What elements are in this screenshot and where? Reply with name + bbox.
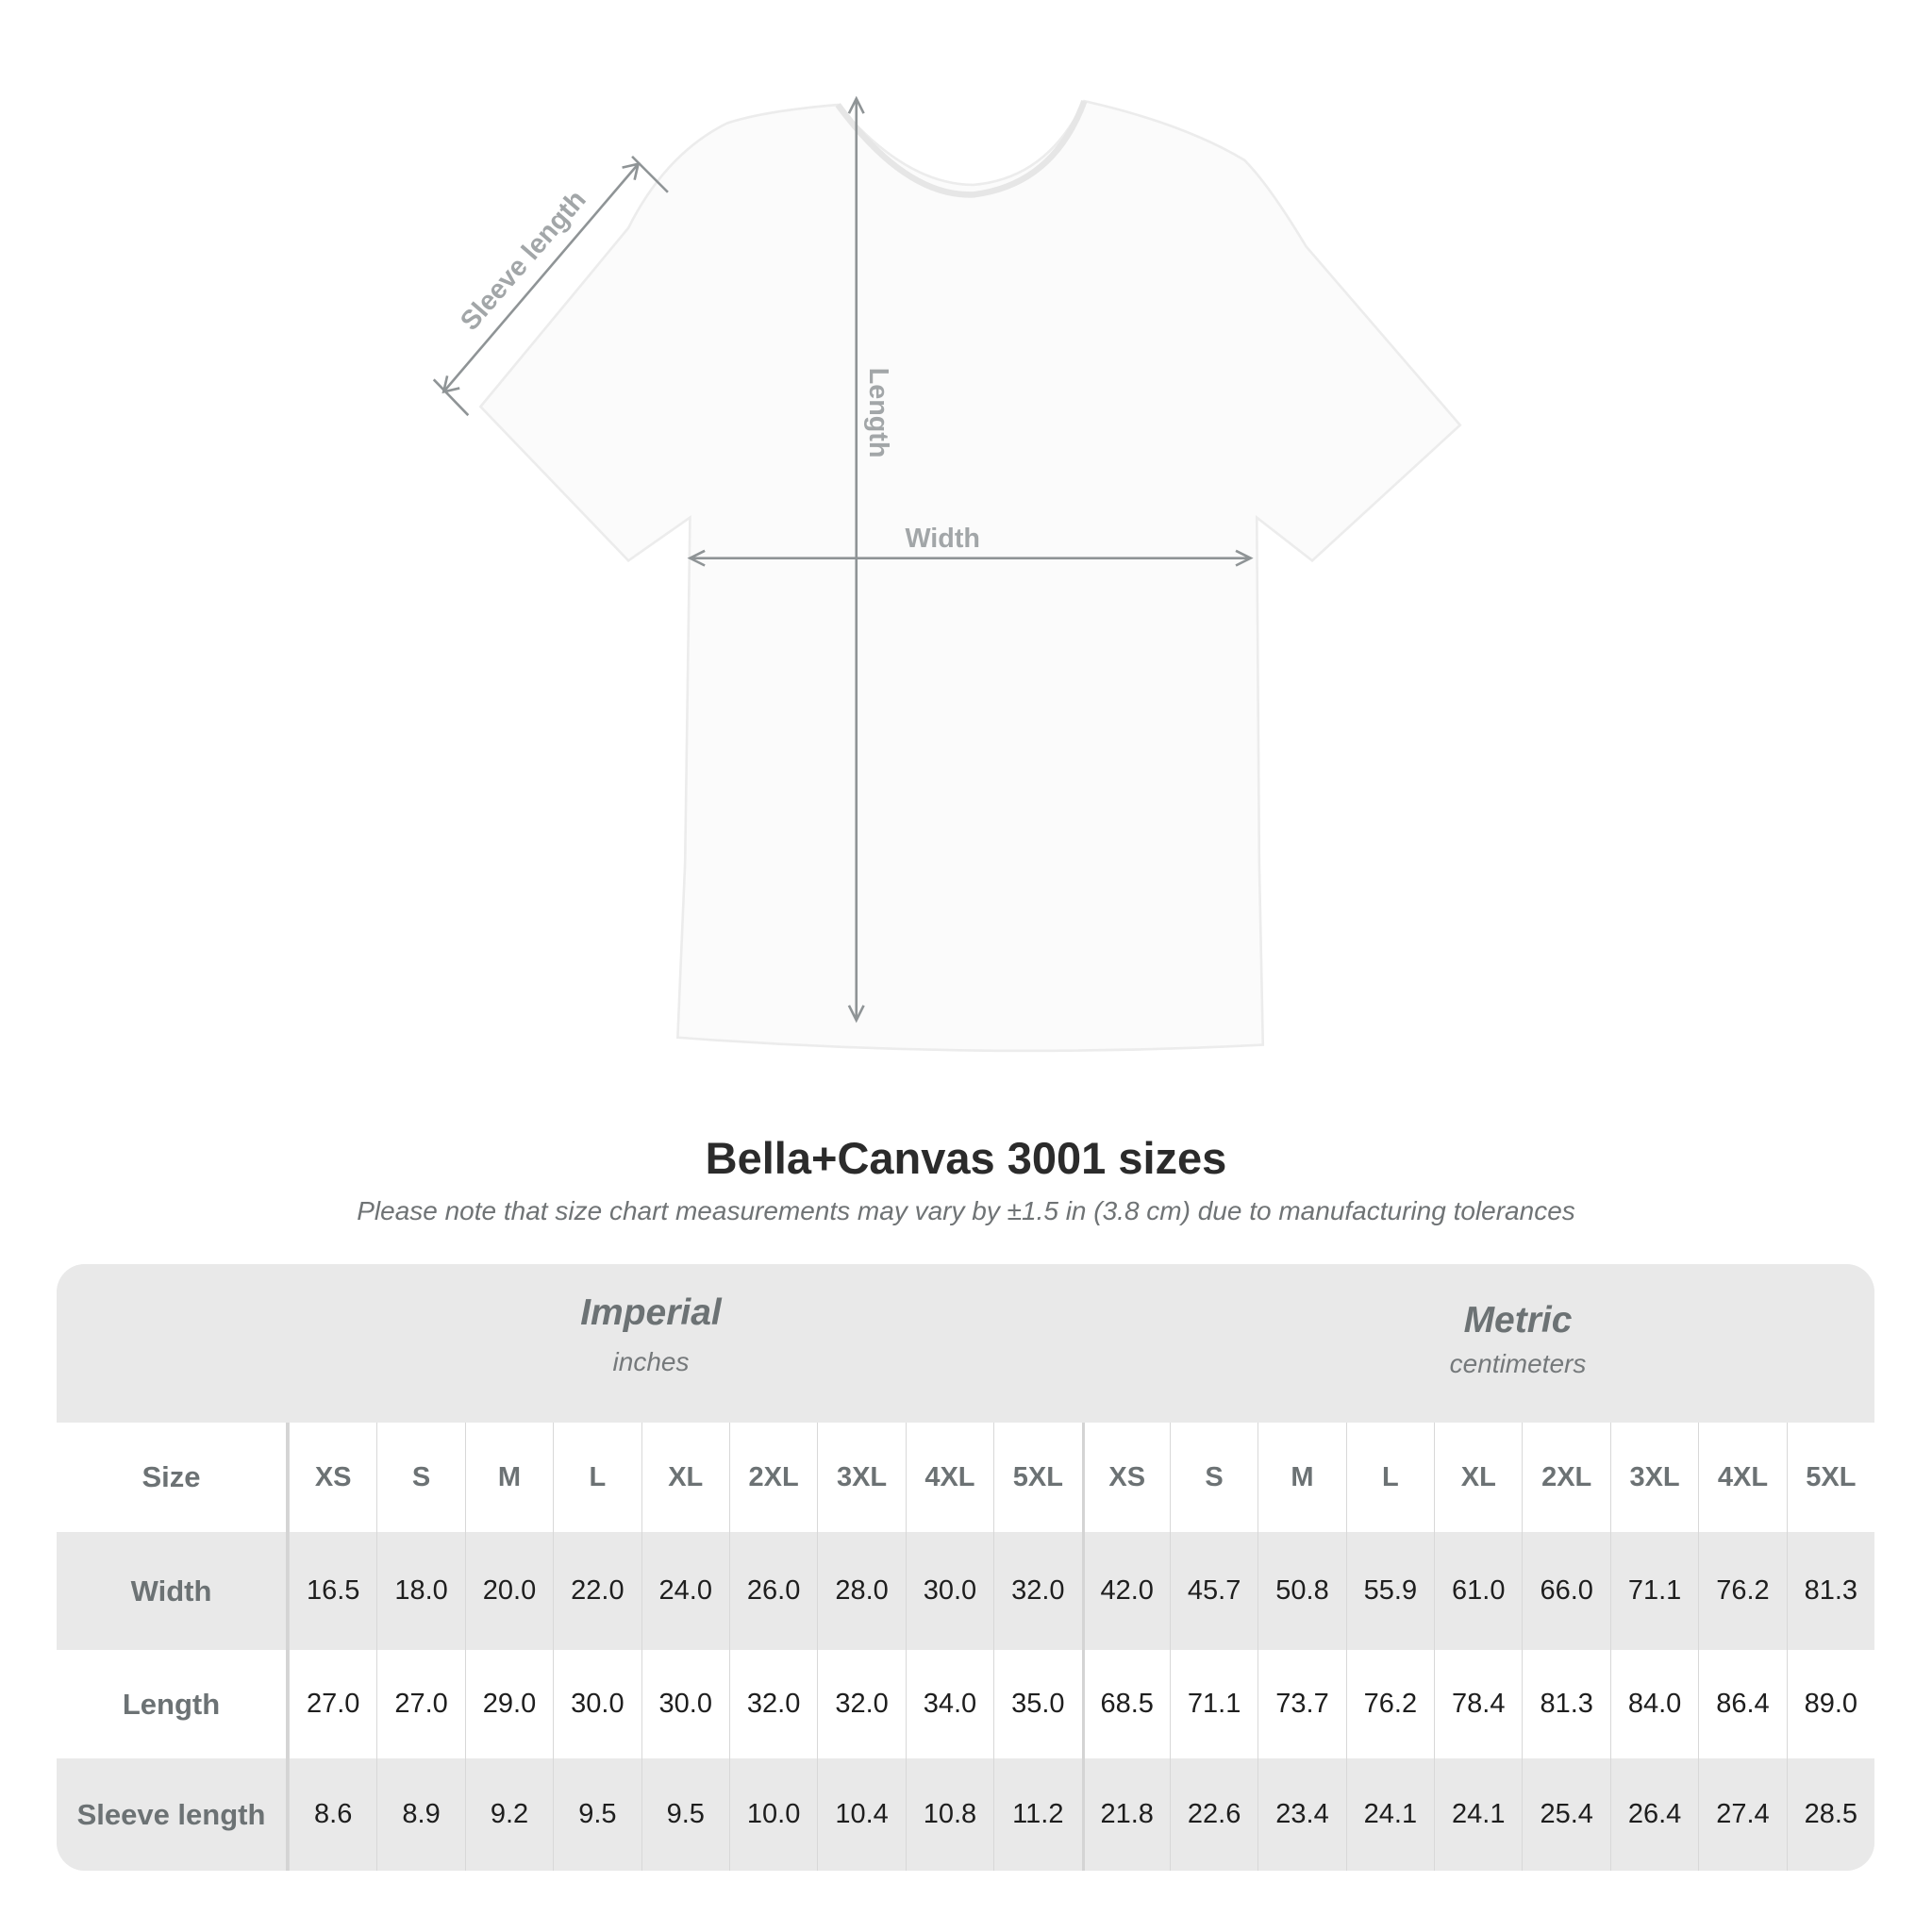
length-arrow bbox=[847, 95, 865, 1024]
imperial-size-header: XL bbox=[641, 1423, 729, 1532]
metric-value-cell: 76.2 bbox=[1698, 1532, 1786, 1650]
metric-size-header: 5XL bbox=[1786, 1423, 1874, 1532]
metric-value-cell: 24.1 bbox=[1434, 1758, 1522, 1871]
sleeve-arrow bbox=[432, 155, 669, 417]
width-label: Width bbox=[905, 524, 979, 554]
metric-value-cell: 28.5 bbox=[1786, 1758, 1874, 1871]
imperial-value-cell: 34.0 bbox=[905, 1650, 993, 1758]
imperial-size-header: S bbox=[376, 1423, 464, 1532]
imperial-value-cell: 28.0 bbox=[817, 1532, 905, 1650]
imperial-value-cell: 24.0 bbox=[641, 1532, 729, 1650]
imperial-value-cell: 32.0 bbox=[817, 1650, 905, 1758]
imperial-size-header: 5XL bbox=[993, 1423, 1081, 1532]
imperial-value-cell: 9.2 bbox=[464, 1758, 553, 1871]
imperial-size-header: XS bbox=[289, 1423, 376, 1532]
imperial-value-cell: 32.0 bbox=[728, 1650, 817, 1758]
imperial-value-cell: 8.6 bbox=[289, 1758, 376, 1871]
imperial-value-cell: 9.5 bbox=[553, 1758, 641, 1871]
imperial-size-header: 2XL bbox=[728, 1423, 817, 1532]
metric-value-cell: 71.1 bbox=[1609, 1532, 1698, 1650]
imperial-value-cell: 16.5 bbox=[289, 1532, 376, 1650]
imperial-size-header: M bbox=[464, 1423, 553, 1532]
imperial-size-header: L bbox=[553, 1423, 641, 1532]
metric-value-cell: 86.4 bbox=[1698, 1650, 1786, 1758]
table-row: Width 16.5 18.0 20.0 22.0 24.0 26.0 28.0 30.0 32.… bbox=[57, 1532, 1874, 1650]
imperial-value-cell: 30.0 bbox=[905, 1532, 993, 1650]
imperial-value-cell: 35.0 bbox=[993, 1650, 1081, 1758]
row-label: Length bbox=[57, 1650, 289, 1758]
size-chart-table: Imperial inches Metric centimeters Size X… bbox=[57, 1264, 1874, 1871]
metric-value-cell: 23.4 bbox=[1257, 1758, 1345, 1871]
page-title: Bella+Canvas 3001 sizes bbox=[705, 1133, 1227, 1183]
metric-size-header: 3XL bbox=[1609, 1423, 1698, 1532]
metric-size-header: 2XL bbox=[1522, 1423, 1609, 1532]
metric-size-header: L bbox=[1345, 1423, 1434, 1532]
imperial-value-cell: 27.0 bbox=[376, 1650, 464, 1758]
metric-unit: centimeters bbox=[1449, 1349, 1587, 1378]
metric-value-cell: 81.3 bbox=[1786, 1532, 1874, 1650]
metric-value-cell: 89.0 bbox=[1786, 1650, 1874, 1758]
imperial-value-cell: 8.9 bbox=[376, 1758, 464, 1871]
metric-value-cell: 45.7 bbox=[1169, 1532, 1257, 1650]
metric-value-cell: 81.3 bbox=[1522, 1650, 1609, 1758]
metric-value-cell: 66.0 bbox=[1522, 1532, 1609, 1650]
imperial-size-header: 3XL bbox=[817, 1423, 905, 1532]
row-label: Width bbox=[57, 1532, 289, 1650]
metric-value-cell: 78.4 bbox=[1434, 1650, 1522, 1758]
tolerance-note: Please note that size chart measurements… bbox=[357, 1196, 1575, 1225]
imperial-value-cell: 20.0 bbox=[464, 1532, 553, 1650]
metric-value-cell: 25.4 bbox=[1522, 1758, 1609, 1871]
imperial-value-cell: 10.8 bbox=[905, 1758, 993, 1871]
metric-value-cell: 73.7 bbox=[1257, 1650, 1345, 1758]
metric-size-header: S bbox=[1169, 1423, 1257, 1532]
imperial-value-cell: 10.0 bbox=[728, 1758, 817, 1871]
metric-value-cell: 24.1 bbox=[1345, 1758, 1434, 1871]
metric-value-cell: 71.1 bbox=[1169, 1650, 1257, 1758]
metric-value-cell: 21.8 bbox=[1081, 1758, 1170, 1871]
imperial-value-cell: 30.0 bbox=[641, 1650, 729, 1758]
imperial-header: Imperial inches bbox=[368, 1292, 934, 1377]
imperial-value-cell: 10.4 bbox=[817, 1758, 905, 1871]
tshirt-measurement-diagram: Sleeve length Length Width bbox=[432, 95, 1462, 1053]
metric-value-cell: 42.0 bbox=[1081, 1532, 1170, 1650]
metric-size-header: XL bbox=[1434, 1423, 1522, 1532]
tshirt-collar bbox=[835, 99, 1088, 198]
metric-value-cell: 27.4 bbox=[1698, 1758, 1786, 1871]
metric-title: Metric bbox=[1463, 1300, 1573, 1341]
unit-header-band bbox=[57, 1264, 1874, 1423]
metric-value-cell: 22.6 bbox=[1169, 1758, 1257, 1871]
imperial-value-cell: 27.0 bbox=[289, 1650, 376, 1758]
metric-size-header: M bbox=[1257, 1423, 1345, 1532]
metric-header: Metric centimeters bbox=[1235, 1300, 1801, 1379]
metric-value-cell: 55.9 bbox=[1345, 1532, 1434, 1650]
metric-value-cell: 26.4 bbox=[1609, 1758, 1698, 1871]
imperial-value-cell: 18.0 bbox=[376, 1532, 464, 1650]
imperial-size-header: 4XL bbox=[905, 1423, 993, 1532]
metric-size-header: XS bbox=[1081, 1423, 1170, 1532]
imperial-value-cell: 32.0 bbox=[993, 1532, 1081, 1650]
tshirt-shape bbox=[478, 99, 1462, 1053]
imperial-unit: inches bbox=[612, 1347, 690, 1376]
metric-value-cell: 84.0 bbox=[1609, 1650, 1698, 1758]
metric-value-cell: 50.8 bbox=[1257, 1532, 1345, 1650]
imperial-value-cell: 29.0 bbox=[464, 1650, 553, 1758]
metric-value-cell: 61.0 bbox=[1434, 1532, 1522, 1650]
row-label: Sleeve length bbox=[57, 1758, 289, 1871]
imperial-value-cell: 22.0 bbox=[553, 1532, 641, 1650]
length-label: Length bbox=[863, 368, 893, 458]
size-header-row: Size XS S M L XL 2XL 3XL 4XL 5XL XS S M L XL 2XL 3XL 4XL 5… bbox=[57, 1423, 1874, 1532]
metric-value-cell: 76.2 bbox=[1345, 1650, 1434, 1758]
size-label: Size bbox=[57, 1423, 289, 1532]
width-arrow bbox=[687, 549, 1254, 567]
table-row: Length 27.0 27.0 29.0 30.0 30.0 32.0 32.0 34.0 35… bbox=[57, 1650, 1874, 1758]
imperial-title: Imperial bbox=[580, 1292, 722, 1333]
imperial-value-cell: 30.0 bbox=[553, 1650, 641, 1758]
imperial-value-cell: 26.0 bbox=[728, 1532, 817, 1650]
table-row: Sleeve length 8.6 8.9 9.2 9.5 9.5 10.0 10.4 10.8… bbox=[57, 1758, 1874, 1871]
metric-size-header: 4XL bbox=[1698, 1423, 1786, 1532]
imperial-value-cell: 11.2 bbox=[993, 1758, 1081, 1871]
imperial-value-cell: 9.5 bbox=[641, 1758, 729, 1871]
metric-value-cell: 68.5 bbox=[1081, 1650, 1170, 1758]
